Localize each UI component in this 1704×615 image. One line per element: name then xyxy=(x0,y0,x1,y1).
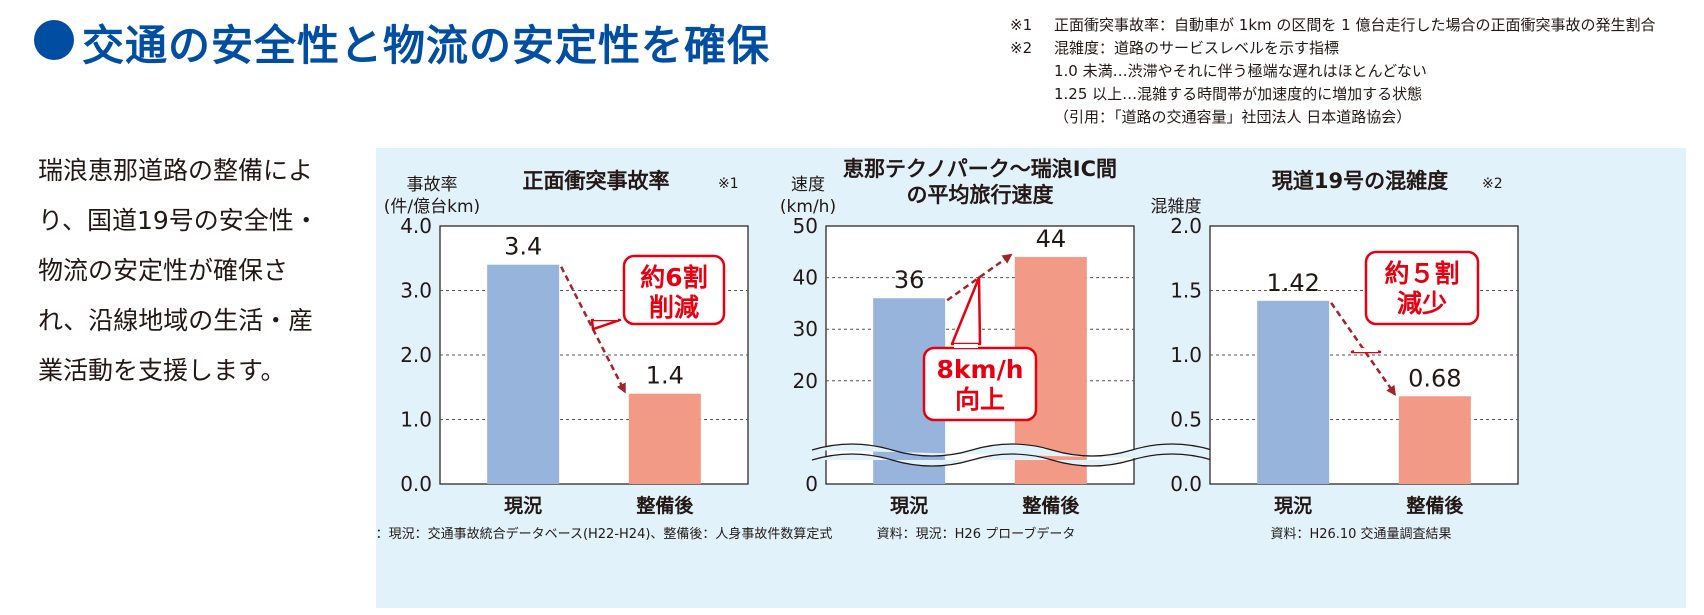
data-label: 1.4 xyxy=(646,362,684,390)
note-1: ※1 正面衝突事故率：自動車が 1km の区間を 1 億台走行した場合の正面衝突… xyxy=(1010,14,1655,37)
page-title: 交通の安全性と物流の安定性を確保 xyxy=(82,21,771,70)
data-label: 44 xyxy=(1036,225,1067,253)
note-2-line-2: 1.25 以上…混雑する時間帯が加速度的に増加する状態 xyxy=(1054,85,1423,103)
chart-title: 正面衝突事故率 xyxy=(523,169,670,193)
data-label: 3.4 xyxy=(504,233,542,261)
intro-text: 瑞浪恵那道路の整備によ り、国道19号の安全性・ 物流の安定性が確保さ れ、沿線… xyxy=(38,146,358,396)
y-tick-label: 30 xyxy=(793,317,818,341)
chart-title-note: ※1 xyxy=(718,176,739,192)
note-mark: ※1 xyxy=(1010,16,1033,34)
callout-text: 減少 xyxy=(1397,289,1447,318)
axis-break-fill xyxy=(812,444,1212,466)
title-bullet-icon xyxy=(34,20,74,60)
bar xyxy=(628,393,701,484)
intro-line: れ、沿線地域の生活・産 xyxy=(38,306,314,335)
bar xyxy=(1257,300,1330,484)
callout-box xyxy=(1364,250,1480,326)
y-tick-label: 20 xyxy=(793,369,818,393)
y-tick-label: 2.0 xyxy=(1170,214,1202,238)
chart-source: 資料：現況：H26 プローブデータ xyxy=(877,526,1076,542)
data-label: 1.42 xyxy=(1266,269,1319,297)
y-tick-label: 0.5 xyxy=(1170,408,1202,432)
callout-text: 削減 xyxy=(649,293,699,322)
intro-line: 業活動を支援します。 xyxy=(38,356,286,385)
y-axis-label: (km/h) xyxy=(780,197,836,217)
y-tick-label: 50 xyxy=(793,214,818,238)
y-tick-label: 0.0 xyxy=(400,472,432,496)
y-tick-label: 3.0 xyxy=(400,279,432,303)
y-axis-label: (件/億台km) xyxy=(384,197,480,217)
chart-source: 資料：H26.10 交通量調査結果 xyxy=(1270,526,1451,542)
y-tick-label: 0.0 xyxy=(1170,472,1202,496)
x-tick-label: 整備後 xyxy=(636,494,694,517)
y-axis-label: 事故率 xyxy=(407,175,458,195)
chart-source: 資料：現況：交通事故統合データベース(H22-H24)、整備後：人身事故件数算定… xyxy=(376,526,832,542)
note-2: ※2 混雑度：道路のサービスレベルを示す指標 xyxy=(1010,37,1655,60)
y-tick-label: 4.0 xyxy=(400,214,432,238)
x-tick-label: 整備後 xyxy=(1022,494,1080,517)
callout-text: 向上 xyxy=(955,385,1005,414)
y-tick-label: 0 xyxy=(805,472,818,496)
y-axis-label: 速度 xyxy=(791,175,825,195)
chart-subtitle: の平均旅行速度 xyxy=(907,183,1054,207)
y-axis-label: 混雑度 xyxy=(1151,197,1202,217)
note-text: 混雑度：道路のサービスレベルを示す指標 xyxy=(1054,39,1340,57)
axis-break-line xyxy=(811,453,1213,467)
callout-box xyxy=(922,346,1038,422)
x-tick-label: 現況 xyxy=(1274,494,1312,517)
intro-line: 物流の安定性が確保さ xyxy=(38,256,289,285)
y-tick-label: 40 xyxy=(793,266,818,290)
x-tick-label: 現況 xyxy=(890,494,928,517)
callout-text: 約6割 xyxy=(640,263,707,292)
y-tick-label: 2.0 xyxy=(400,343,432,367)
x-tick-label: 整備後 xyxy=(1406,494,1464,517)
y-tick-label: 1.0 xyxy=(400,408,432,432)
note-mark: ※2 xyxy=(1010,39,1033,57)
axis-break-line xyxy=(811,443,1213,457)
charts-svg: 0.0 1.0 2.0 3.0 4.0 正面衝突事故率 ※1 事故率(件/億台km) 3.4 現況… xyxy=(350,157,1519,542)
intro-line: 瑞浪恵那道路の整備によ xyxy=(38,156,314,185)
note-citation: （引用：「道路の交通容量」社団法人 日本道路協会） xyxy=(1054,108,1412,126)
callout-box xyxy=(622,254,726,326)
data-label: 36 xyxy=(894,266,925,294)
bar xyxy=(1398,396,1471,484)
x-tick-label: 現況 xyxy=(504,494,542,517)
callout-text: 約５割 xyxy=(1384,259,1459,288)
intro-line: り、国道19号の安全性・ xyxy=(38,206,319,235)
note-text: 正面衝突事故率：自動車が 1km の区間を 1 億台走行した場合の正面衝突事故の… xyxy=(1054,16,1656,34)
change-arrow xyxy=(946,253,1013,302)
y-tick-label: 1.5 xyxy=(1170,279,1202,303)
chart-title-note: ※2 xyxy=(1482,176,1503,192)
chart-title: 現道19号の混雑度 xyxy=(1272,169,1448,193)
y-tick-label: 1.0 xyxy=(1170,343,1202,367)
data-label: 0.68 xyxy=(1408,364,1461,392)
charts-panel: 0.0 1.0 2.0 3.0 4.0 正面衝突事故率 ※1 事故率 (件/億台km) 3.4 現況… xyxy=(350,148,1686,608)
note-2-line-1: 1.0 未満…渋滞やそれに伴う極端な遅れはほとんどない xyxy=(1054,62,1427,80)
callout-text: 8km/h xyxy=(937,355,1024,384)
chart-title: 恵那テクノパーク～瑞浪IC間 xyxy=(843,157,1117,181)
bar xyxy=(487,264,560,484)
footnotes: ※1 正面衝突事故率：自動車が 1km の区間を 1 億台走行した場合の正面衝突… xyxy=(1010,14,1655,129)
